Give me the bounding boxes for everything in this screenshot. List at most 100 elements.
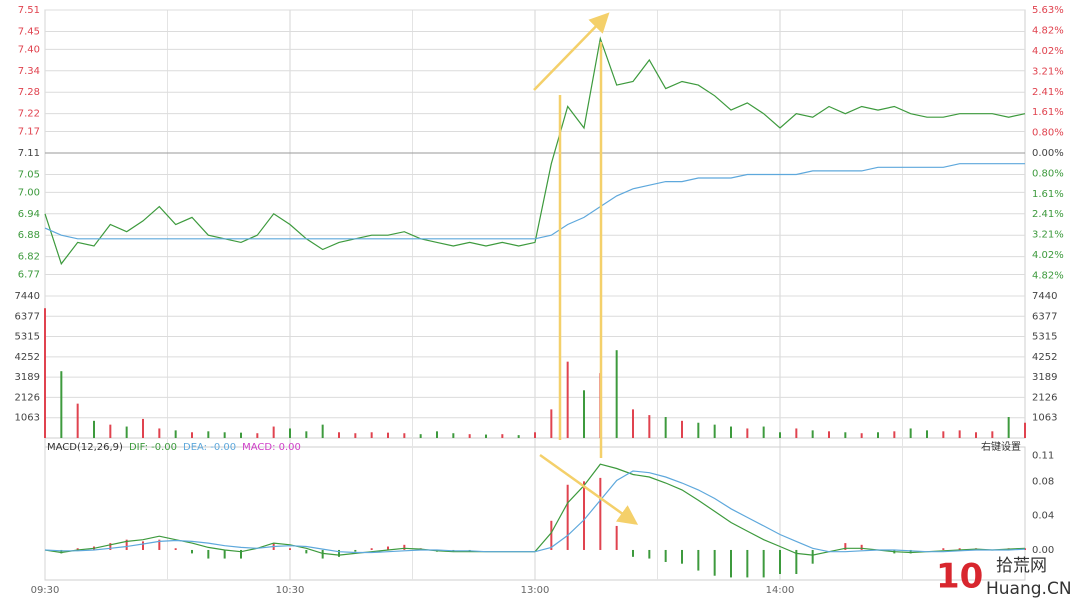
legend-title: MACD(12,26,9) xyxy=(47,442,123,453)
macd-bar xyxy=(289,548,291,550)
legend-entry: MACD: 0.00 xyxy=(242,442,301,453)
volume-bar xyxy=(1024,422,1026,438)
y2-tick-label: 2.41% xyxy=(1032,87,1064,98)
y-tick-label: 5315 xyxy=(15,332,40,343)
y-tick-label: 6.77 xyxy=(18,270,40,281)
y2-tick-label: 4252 xyxy=(1032,352,1057,363)
macd-bar xyxy=(354,549,357,552)
volume-bar xyxy=(93,420,95,438)
volume-bar xyxy=(664,417,667,438)
y2-tick-label: 1063 xyxy=(1032,413,1057,424)
volume-bar xyxy=(844,432,847,438)
volume-bar xyxy=(485,434,487,438)
macd-bar xyxy=(387,546,389,550)
volume-bar xyxy=(926,430,928,438)
volume-bar xyxy=(240,432,242,438)
macd-bar xyxy=(664,549,667,562)
y2-tick-label: 0.00 xyxy=(1032,545,1054,556)
settings-button[interactable]: 右键设置 xyxy=(981,440,1021,453)
macd-bar xyxy=(158,539,161,550)
watermark-site: Huang.CN xyxy=(986,579,1072,599)
volume-bar xyxy=(893,431,896,438)
macd-bar xyxy=(958,548,961,550)
y2-tick-label: 0.80% xyxy=(1032,128,1064,139)
price-line xyxy=(44,36,1026,266)
volume-bar xyxy=(321,424,324,438)
y-tick-label: 7.22 xyxy=(18,109,40,120)
volume-bar xyxy=(44,308,46,438)
legend-entry: DEA: -0.00 xyxy=(183,442,236,453)
volume-bar xyxy=(550,409,553,438)
y-tick-label: 7.17 xyxy=(18,127,40,138)
volume-bar xyxy=(158,428,161,438)
macd-bar xyxy=(125,539,128,550)
watermark-name: 拾荒网 xyxy=(996,556,1047,576)
y2-tick-label: 4.82% xyxy=(1032,26,1064,37)
y-tick-label: 7.11 xyxy=(18,148,40,159)
y2-tick-label: 0.00% xyxy=(1032,148,1064,159)
y2-tick-label: 0.08 xyxy=(1032,476,1054,487)
volume-bar xyxy=(142,418,144,438)
macd-bar xyxy=(762,549,765,578)
volume-bar xyxy=(289,428,291,438)
macd-bar xyxy=(909,549,912,554)
volume-bar xyxy=(272,426,275,438)
macd-bar xyxy=(730,549,732,578)
y2-tick-label: 4.82% xyxy=(1032,270,1064,281)
y2-tick-label: 5.63% xyxy=(1032,5,1064,16)
macd-bar xyxy=(599,477,602,550)
y-tick-label: 6.82 xyxy=(18,252,40,263)
macd-bar xyxy=(615,525,618,550)
y2-tick-label: 4.02% xyxy=(1032,46,1064,57)
y2-tick-label: 1.61% xyxy=(1032,189,1064,200)
volume-bar xyxy=(811,430,814,438)
watermark: 10 拾荒网 Huang.CN xyxy=(936,556,1072,599)
volume-bar xyxy=(975,432,977,438)
marks-layer xyxy=(44,36,1026,578)
volume-bar xyxy=(746,428,749,438)
macd-bar xyxy=(370,548,373,550)
y2-tick-label: 0.80% xyxy=(1032,168,1064,179)
macd-bar xyxy=(583,481,585,550)
volume-bar xyxy=(697,422,700,438)
volume-bar xyxy=(305,431,308,438)
y-tick-label: 4252 xyxy=(15,352,40,363)
volume-bar xyxy=(958,430,961,438)
y-tick-label: 6.88 xyxy=(18,230,40,241)
volume-bar xyxy=(877,432,879,438)
macd-bar xyxy=(338,549,340,557)
macd-bar xyxy=(76,548,79,550)
y-tick-label: 2126 xyxy=(15,392,40,403)
macd-bar xyxy=(223,549,226,559)
y-tick-label: 7.34 xyxy=(18,66,40,77)
volume-bar xyxy=(60,371,63,438)
y2-tick-label: 2126 xyxy=(1032,392,1057,403)
volume-bar xyxy=(583,390,585,438)
y2-tick-label: 0.04 xyxy=(1032,511,1054,522)
labels-layer: 09:30 10:30 13:00 14:00 7.51 7.45 7.40 7.34 7.28… xyxy=(15,5,1064,596)
macd-bar xyxy=(109,543,112,550)
macd-bar xyxy=(550,520,553,550)
volume-bar xyxy=(991,431,994,438)
y-tick-label: 6.94 xyxy=(18,209,40,220)
arrow-up xyxy=(533,12,610,91)
volume-bar xyxy=(795,428,798,438)
volume-bar xyxy=(566,361,569,438)
y-tick-label: 1063 xyxy=(15,413,40,424)
volume-bar xyxy=(828,431,830,438)
volume-bar xyxy=(909,428,912,438)
x-tick-label: 13:00 xyxy=(521,585,550,596)
annotations xyxy=(533,12,639,525)
x-tick-label: 10:30 xyxy=(276,585,305,596)
price-line xyxy=(44,470,1026,554)
y2-tick-label: 3.21% xyxy=(1032,230,1064,241)
macd-bar xyxy=(795,549,798,574)
legend-entry: DIF: -0.00 xyxy=(129,442,177,453)
y-tick-label: 7.40 xyxy=(18,44,40,55)
arrow-down xyxy=(539,453,639,525)
macd-bar xyxy=(811,549,814,564)
volume-bar xyxy=(501,434,504,438)
watermark-logo: 10 xyxy=(936,557,983,597)
